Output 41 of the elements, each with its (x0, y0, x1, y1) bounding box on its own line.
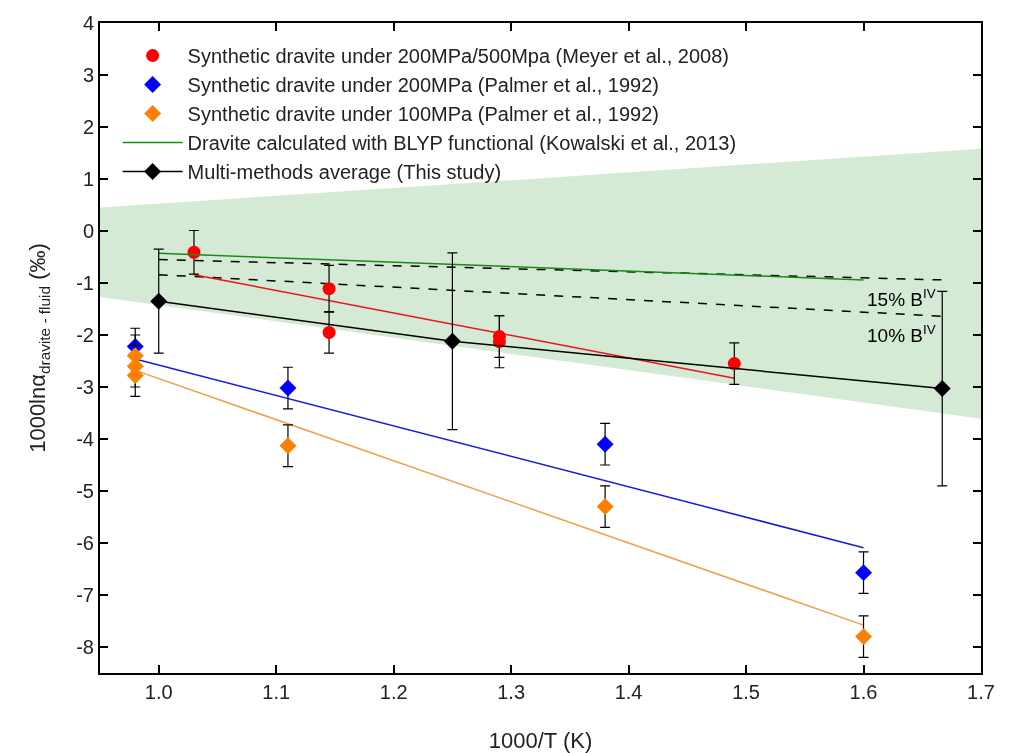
point (727, 357, 741, 371)
point (855, 628, 872, 646)
point (150, 292, 168, 310)
y-tick-label: -6 (76, 532, 94, 554)
x-axis-title: 1000/T (K) (488, 728, 593, 753)
x-tick-label: 1.1 (262, 681, 291, 703)
point (443, 332, 461, 350)
legend-label: Multi-methods average (This study) (187, 161, 502, 184)
x-tick-label: 1.4 (614, 681, 643, 703)
legend-label: Synthetic dravite under 200MPa/500Mpa (Meyer et al., 2008) (187, 45, 730, 68)
y-tick-label: -4 (76, 428, 94, 450)
series-label: 10% B$^{IV}$ (867, 322, 936, 346)
x-tick-label: 1.5 (732, 681, 760, 703)
x-tick-label: 1.2 (379, 681, 408, 703)
point (933, 380, 951, 398)
point (855, 564, 872, 582)
y-tick-label: 4 (82, 12, 94, 34)
y-tick-label: 2 (82, 116, 94, 138)
legend-label: Synthetic dravite under 200MPa (Palmer et al., 1992) (187, 74, 659, 97)
point (279, 437, 297, 455)
x-tick-label: 1.7 (967, 681, 995, 703)
legend-label: Synthetic dravite under 100MPa (Palmer et al., 1992) (187, 103, 659, 126)
point (322, 282, 336, 296)
point (322, 325, 336, 339)
point (596, 498, 614, 516)
y-tick-label: 1 (82, 168, 94, 190)
point (279, 379, 297, 397)
y-tick-label: -3 (76, 376, 94, 398)
y-tick-label: -8 (76, 636, 94, 658)
series-label: 15% B$^{IV}$ (867, 286, 936, 310)
x-tick-label: 1.3 (497, 681, 526, 703)
y-tick-label: -1 (76, 272, 94, 294)
y-tick-label: -2 (76, 324, 94, 346)
legend-label: Dravite calculated with BLYP functional (Kowalski et al., 2013) (187, 132, 737, 155)
y-tick-label: -7 (76, 584, 94, 606)
x-tick-label: 1.0 (144, 681, 173, 703)
y-tick-label: -5 (76, 480, 94, 502)
y-tick-label: 0 (82, 220, 94, 242)
x-tick-label: 1.6 (849, 681, 878, 703)
y-tick-label: 3 (82, 64, 94, 86)
point (596, 435, 614, 453)
